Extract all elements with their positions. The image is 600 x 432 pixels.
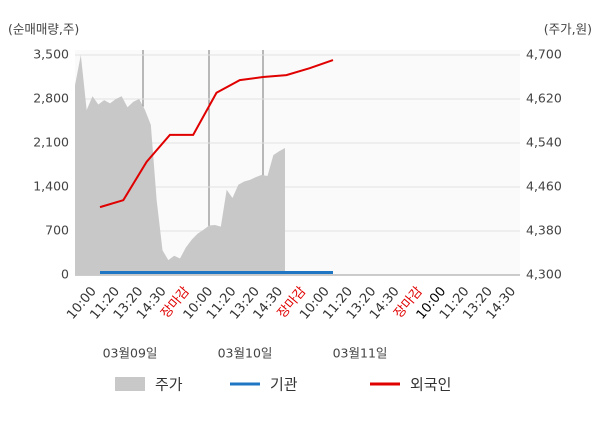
y-tick-label: 2,100 bbox=[33, 135, 69, 150]
y-axis-title: (순매매량,주) bbox=[8, 22, 79, 37]
y2-tick-label: 4,460 bbox=[526, 179, 562, 194]
y2-tick-label: 4,540 bbox=[526, 135, 562, 150]
y2-tick-label: 4,300 bbox=[526, 267, 562, 282]
y2-tick-label: 4,700 bbox=[526, 47, 562, 62]
legend-label: 외국인 bbox=[410, 376, 451, 394]
y2-axis-title: (주가,원) bbox=[544, 22, 592, 37]
legend-swatch bbox=[115, 377, 145, 391]
date-label: 03월09일 bbox=[103, 346, 158, 361]
y2-tick-label: 4,380 bbox=[526, 223, 562, 238]
y-tick-label: 3,500 bbox=[33, 47, 69, 62]
price-area bbox=[75, 55, 285, 275]
legend-label: 기관 bbox=[270, 376, 298, 394]
y-tick-label: 1,400 bbox=[33, 179, 69, 194]
y-tick-label: 700 bbox=[45, 223, 69, 238]
date-label: 03월11일 bbox=[333, 346, 388, 361]
legend-label: 주가 bbox=[155, 376, 183, 394]
y2-tick-label: 4,620 bbox=[526, 91, 562, 106]
series-line bbox=[99, 59, 334, 209]
y-tick-label: 2,800 bbox=[33, 91, 69, 106]
y-tick-label: 0 bbox=[61, 267, 69, 282]
date-label: 03월10일 bbox=[218, 346, 273, 361]
